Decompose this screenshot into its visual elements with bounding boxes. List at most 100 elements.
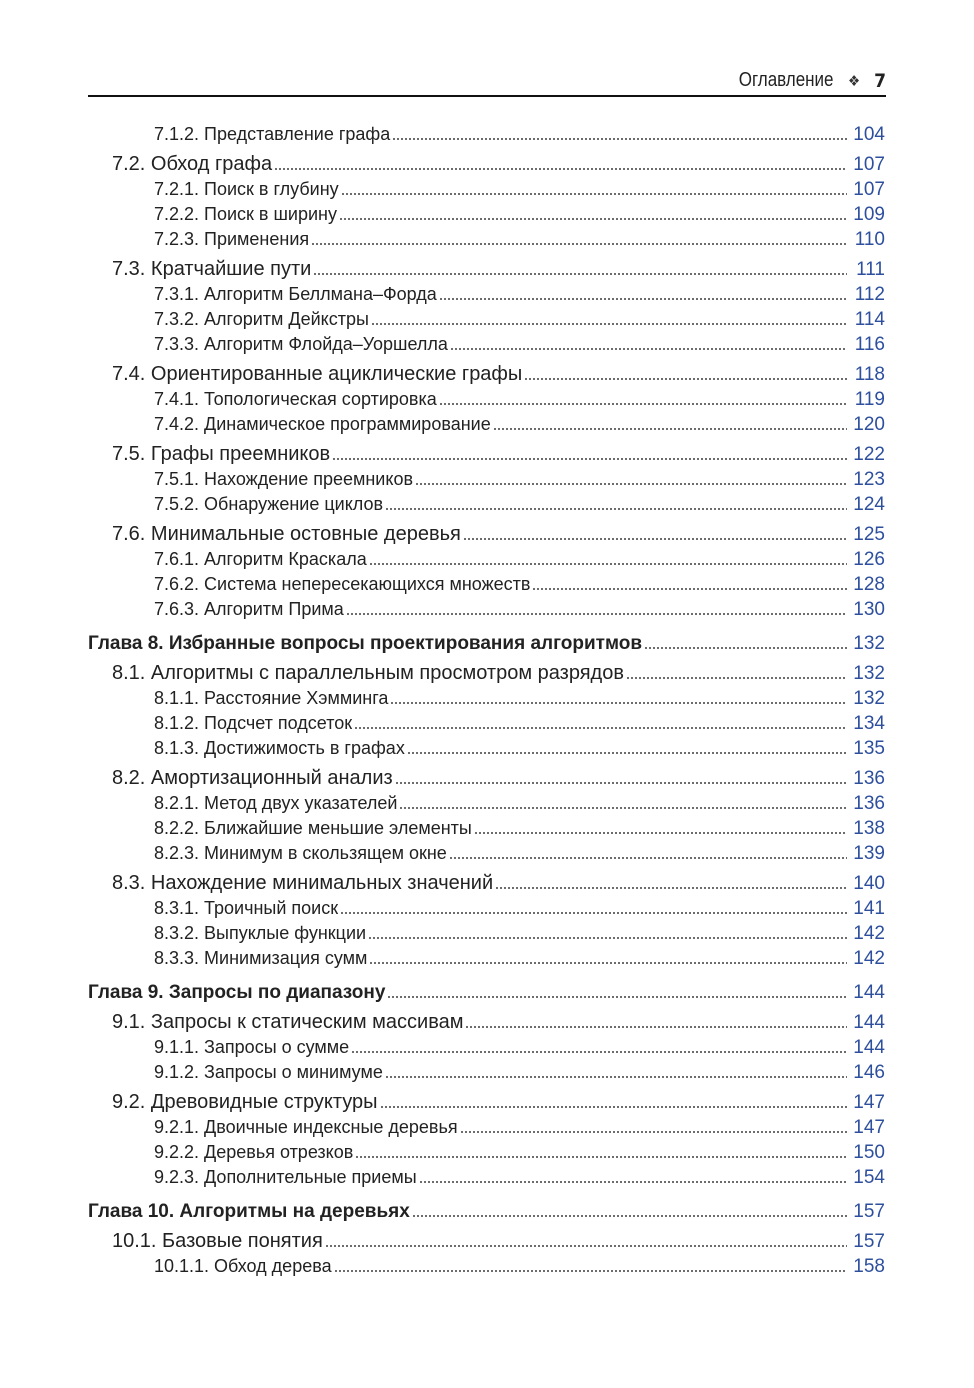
toc-subsection[interactable]: 7.6.3. Алгоритм Прима 130 — [88, 597, 885, 622]
toc-subsection[interactable]: 9.2.2. Деревья отрезков 150 — [88, 1140, 885, 1165]
toc-entry-page[interactable]: 124 — [853, 494, 885, 515]
toc-subsection[interactable]: 9.1.2. Запросы о минимуме 146 — [88, 1060, 885, 1085]
toc-subsection[interactable]: 7.3.1. Алгоритм Беллмана–Форда 112 — [88, 282, 885, 307]
dot-leader — [313, 272, 847, 276]
toc-subsection[interactable]: 7.5.1. Нахождение преемников 123 — [88, 467, 885, 492]
toc-entry-page[interactable]: 111 — [856, 259, 885, 280]
toc-subsection[interactable]: 7.5.2. Обнаружение циклов 124 — [88, 492, 885, 517]
toc-subsection[interactable]: 10.1.1. Обход дерева 158 — [88, 1254, 885, 1279]
toc-entry-page[interactable]: 116 — [854, 334, 885, 355]
toc-entry-page[interactable]: 109 — [853, 204, 885, 225]
toc-subsection[interactable]: 8.3.1. Троичный поиск 141 — [88, 896, 885, 921]
toc-entry-page[interactable]: 110 — [854, 229, 885, 250]
dot-leader — [415, 482, 847, 486]
toc-entry-page[interactable]: 140 — [853, 873, 885, 894]
toc-entry-page[interactable]: 126 — [853, 549, 885, 570]
toc-entry-title: 8.1.1. Расстояние Хэмминга — [154, 688, 389, 708]
toc-section[interactable]: 7.4. Ориентированные ациклические графы 1… — [88, 362, 885, 387]
toc-section[interactable]: 8.3. Нахождение минимальных значений 140 — [88, 871, 885, 896]
toc-entry-page[interactable]: 132 — [853, 688, 885, 709]
toc-entry-page[interactable]: 144 — [853, 1037, 885, 1058]
toc-section[interactable]: 9.1. Запросы к статическим массивам 144 — [88, 1010, 885, 1035]
toc-subsection[interactable]: 7.6.2. Система непересекающихся множеств… — [88, 572, 885, 597]
toc-entry-page[interactable]: 142 — [853, 948, 885, 969]
dot-leader — [418, 1180, 847, 1184]
toc-subsection[interactable]: 8.3.2. Выпуклые функции 142 — [88, 921, 885, 946]
toc-subsection[interactable]: 8.1.2. Подсчет подсеток 134 — [88, 711, 885, 736]
toc-subsection[interactable]: 9.2.3. Дополнительные приемы 154 — [88, 1165, 885, 1190]
running-header: Оглавление ❖ 7 — [88, 66, 886, 97]
toc-subsection[interactable]: 7.2.2. Поиск в ширину 109 — [88, 202, 885, 227]
toc-entry-page[interactable]: 138 — [853, 818, 885, 839]
toc-entry-page[interactable]: 130 — [853, 599, 885, 620]
toc-entry-page[interactable]: 118 — [854, 364, 885, 385]
toc-subsection[interactable]: 8.1.3. Достижимость в графах 135 — [88, 736, 885, 761]
toc-subsection[interactable]: 7.2.3. Применения 110 — [88, 227, 885, 252]
page-number: 7 — [874, 69, 886, 92]
toc-subsection[interactable]: 7.2.1. Поиск в глубину 107 — [88, 177, 885, 202]
toc-entry-page[interactable]: 107 — [853, 154, 885, 175]
toc-entry-page[interactable]: 147 — [853, 1117, 885, 1138]
toc-entry-page[interactable]: 136 — [853, 768, 885, 789]
toc-chapter[interactable]: Глава 8. Избранные вопросы проектировани… — [88, 631, 885, 656]
toc-subsection[interactable]: 9.1.1. Запросы о сумме 144 — [88, 1035, 885, 1060]
toc-subsection[interactable]: 7.4.1. Топологическая сортировка 119 — [88, 387, 885, 412]
toc-entry-page[interactable]: 157 — [853, 1201, 885, 1222]
toc-section[interactable]: 7.5. Графы преемников 122 — [88, 442, 885, 467]
toc-entry-page[interactable]: 150 — [853, 1142, 885, 1163]
toc-entry-page[interactable]: 147 — [853, 1092, 885, 1113]
toc-entry-page[interactable]: 139 — [853, 843, 885, 864]
toc-entry-title: 8.2.2. Ближайшие меньшие элементы — [154, 818, 472, 838]
toc-section[interactable]: 9.2. Древовидные структуры 147 — [88, 1090, 885, 1115]
toc-entry-page[interactable]: 112 — [854, 284, 885, 305]
toc-section[interactable]: 7.3. Кратчайшие пути 111 — [88, 257, 885, 282]
toc-entry-page[interactable]: 120 — [853, 414, 885, 435]
toc-entry-page[interactable]: 134 — [853, 713, 885, 734]
toc-entry-title: 8.1.3. Достижимость в графах — [154, 738, 405, 758]
toc-entry-page[interactable]: 157 — [853, 1231, 885, 1252]
dot-leader — [340, 911, 847, 915]
toc-entry-page[interactable]: 128 — [853, 574, 885, 595]
toc-entry-page[interactable]: 136 — [853, 793, 885, 814]
toc-entry-page[interactable]: 158 — [853, 1256, 885, 1277]
toc-subsection[interactable]: 9.2.1. Двоичные индексные деревья 147 — [88, 1115, 885, 1140]
toc-subsection[interactable]: 8.2.2. Ближайшие меньшие элементы 138 — [88, 816, 885, 841]
toc-entry-page[interactable]: 107 — [853, 179, 885, 200]
toc-entry-page[interactable]: 122 — [853, 444, 885, 465]
dot-leader — [345, 612, 847, 616]
dot-leader — [532, 587, 847, 591]
toc-subsection[interactable]: 7.1.2. Представление графа 104 — [88, 122, 885, 147]
toc-section[interactable]: 7.2. Обход графа 107 — [88, 152, 885, 177]
toc-entry-page[interactable]: 123 — [853, 469, 885, 490]
toc-subsection[interactable]: 8.2.3. Минимум в скользящем окне 139 — [88, 841, 885, 866]
toc-subsection[interactable]: 8.3.3. Минимизация сумм 142 — [88, 946, 885, 971]
toc-entry-page[interactable]: 141 — [853, 898, 885, 919]
toc-section[interactable]: 8.2. Амортизационный анализ 136 — [88, 766, 885, 791]
toc-section[interactable]: 8.1. Алгоритмы с параллельным просмотром… — [88, 661, 885, 686]
toc-entry-page[interactable]: 125 — [853, 524, 885, 545]
toc-subsection[interactable]: 7.6.1. Алгоритм Краскала 126 — [88, 547, 885, 572]
toc-entry-page[interactable]: 114 — [854, 309, 885, 330]
toc-subsection[interactable]: 8.2.1. Метод двух указателей 136 — [88, 791, 885, 816]
toc-entry-page[interactable]: 135 — [853, 738, 885, 759]
dot-leader — [392, 137, 847, 141]
toc-section[interactable]: 7.6. Минимальные остовные деревья 125 — [88, 522, 885, 547]
toc-entry-page[interactable]: 142 — [853, 923, 885, 944]
toc-entry-page[interactable]: 132 — [853, 663, 885, 684]
toc-section[interactable]: 10.1. Базовые понятия 157 — [88, 1229, 885, 1254]
toc-entry-page[interactable]: 144 — [853, 1012, 885, 1033]
toc-subsection[interactable]: 7.3.3. Алгоритм Флойда–Уоршелла 116 — [88, 332, 885, 357]
toc-chapter[interactable]: Глава 9. Запросы по диапазону 144 — [88, 980, 885, 1005]
toc-entry-title: 8.2. Амортизационный анализ — [112, 767, 393, 789]
toc-chapter[interactable]: Глава 10. Алгоритмы на деревьях 157 — [88, 1199, 885, 1224]
toc-entry-page[interactable]: 144 — [853, 982, 885, 1003]
toc-subsection[interactable]: 8.1.1. Расстояние Хэмминга 132 — [88, 686, 885, 711]
toc-subsection[interactable]: 7.4.2. Динамическое программирование 120 — [88, 412, 885, 437]
toc-entry-page[interactable]: 119 — [854, 389, 885, 410]
toc-entry-page[interactable]: 132 — [853, 633, 885, 654]
toc-entry-page[interactable]: 104 — [853, 124, 885, 145]
dot-leader — [449, 347, 847, 351]
toc-entry-page[interactable]: 154 — [853, 1167, 885, 1188]
toc-subsection[interactable]: 7.3.2. Алгоритм Дейкстры 114 — [88, 307, 885, 332]
toc-entry-page[interactable]: 146 — [853, 1062, 885, 1083]
